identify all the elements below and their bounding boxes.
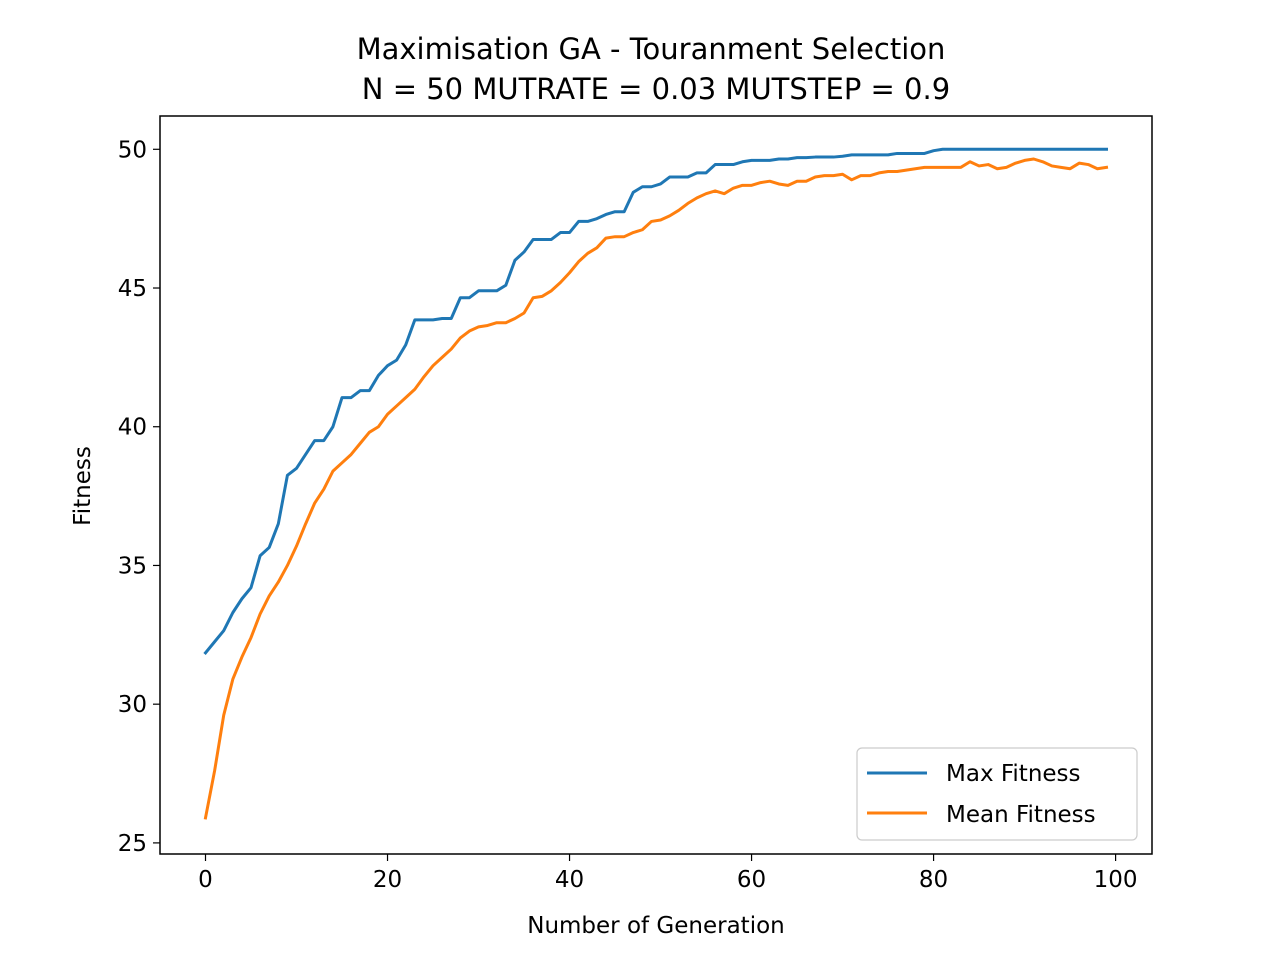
chart-title: Maximisation GA - Touranment Selection — [357, 32, 946, 66]
y-tick-label: 50 — [118, 137, 147, 163]
y-tick-label: 30 — [118, 692, 147, 718]
legend-label-mean-fitness: Mean Fitness — [946, 802, 1096, 828]
y-axis-label: Fitness — [70, 446, 96, 526]
y-tick-label: 35 — [118, 553, 147, 579]
plot-series — [203, 147, 1109, 820]
x-tick-label: 0 — [198, 867, 213, 893]
y-tick-label: 25 — [118, 831, 147, 857]
legend-label-max-fitness: Max Fitness — [946, 761, 1081, 787]
x-tick-label: 60 — [737, 867, 766, 893]
legend: Max Fitness Mean Fitness — [856, 747, 1138, 841]
series-line-mean-fitness — [203, 157, 1109, 820]
x-tick-label: 40 — [555, 867, 584, 893]
x-tick-label: 100 — [1094, 867, 1138, 893]
y-axis: 25 30 35 40 45 50 — [118, 137, 160, 857]
x-axis-label: Number of Generation — [527, 913, 785, 939]
x-axis: 0 20 40 60 80 100 — [198, 854, 1138, 893]
y-tick-label: 40 — [118, 415, 147, 441]
x-tick-label: 20 — [373, 867, 402, 893]
x-tick-label: 80 — [919, 867, 948, 893]
y-tick-label: 45 — [118, 276, 147, 302]
chart-subtitle: N = 50 MUTRATE = 0.03 MUTSTEP = 0.9 — [362, 72, 950, 106]
legend-box — [856, 747, 1138, 841]
series-line-max-fitness — [203, 147, 1108, 655]
plot-area-frame — [159, 115, 1153, 855]
